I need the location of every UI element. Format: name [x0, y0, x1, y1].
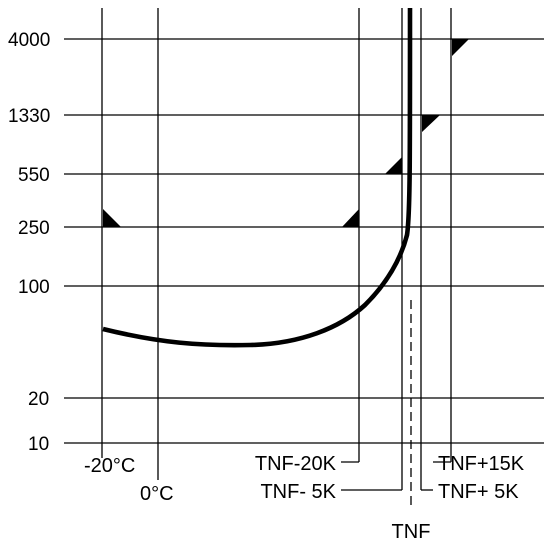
- ytick-1330: 1330: [8, 106, 50, 127]
- label-leaders: [341, 462, 451, 490]
- marker-tnf-plus15k-4000: [452, 39, 469, 56]
- xlabel-minus20: -20°C: [84, 455, 135, 477]
- ytick-250: 250: [18, 218, 50, 239]
- ytick-550: 550: [18, 165, 50, 186]
- ytick-20: 20: [28, 389, 49, 410]
- xlabel-tnf-minus5k: TNF- 5K: [260, 481, 336, 503]
- x-axis-labels: -20°C 0°C TNF-20K TNF- 5K TNF TNF+ 5K TN…: [84, 453, 525, 543]
- xlabel-tnf: TNF: [392, 521, 431, 543]
- xlabel-tnf-minus20k: TNF-20K: [255, 453, 337, 475]
- marker-tnf-minus20k-250: [342, 209, 359, 227]
- characteristic-curve: [103, 8, 410, 345]
- ytick-10: 10: [28, 434, 49, 455]
- marker-tnf-plus5k-1330: [422, 115, 440, 132]
- marker-minus20-250: [103, 209, 121, 227]
- y-axis-labels: 4000 1330 550 250 100 20 10: [8, 30, 50, 455]
- ytick-100: 100: [18, 277, 50, 298]
- xlabel-zero: 0°C: [140, 483, 174, 505]
- xlabel-tnf-plus5k: TNF+ 5K: [438, 481, 519, 503]
- xlabel-tnf-plus15k: TNF+15K: [438, 453, 525, 475]
- marker-tnf-minus5k-550: [385, 157, 402, 174]
- ytick-4000: 4000: [8, 30, 50, 51]
- horizontal-gridlines: [64, 39, 544, 443]
